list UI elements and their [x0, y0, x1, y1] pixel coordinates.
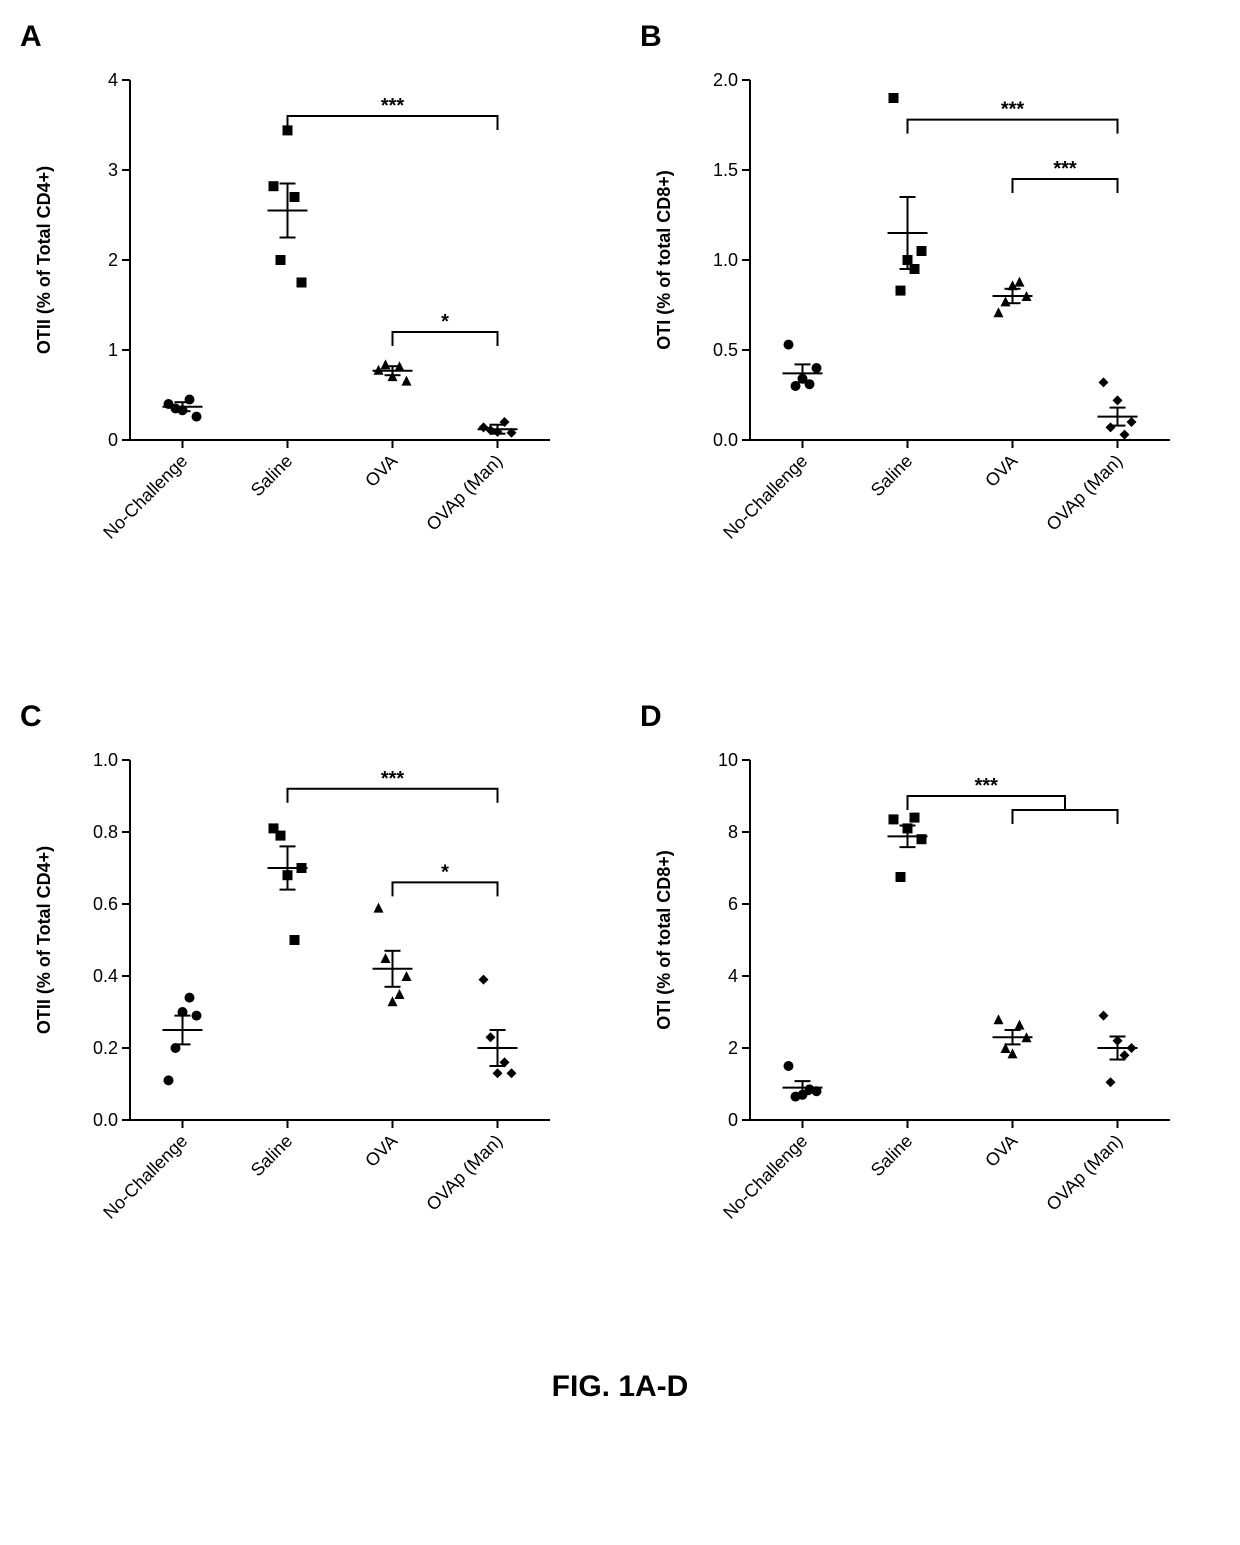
svg-text:***: *** — [381, 768, 405, 790]
chart-A: 0 1 2 3 4 OTII (% of Total CD4+) No-Challenge S… — [20, 20, 590, 660]
svg-text:OVAp (Man): OVAp (Man) — [422, 451, 506, 535]
svg-text:0: 0 — [728, 1110, 738, 1130]
svg-text:No-Challenge: No-Challenge — [719, 1131, 811, 1223]
svg-text:2: 2 — [728, 1038, 738, 1058]
svg-text:***: *** — [381, 95, 405, 117]
svg-text:4: 4 — [728, 966, 738, 986]
svg-text:No-Challenge: No-Challenge — [719, 451, 811, 543]
svg-text:OTI (% of total CD8+): OTI (% of total CD8+) — [654, 170, 674, 350]
svg-text:6: 6 — [728, 894, 738, 914]
panel-A: A 0 1 2 3 4 OTII (% of Total CD4+) No-Challeng… — [20, 20, 600, 660]
svg-text:***: *** — [1001, 99, 1025, 121]
panel-letter-C: C — [20, 700, 42, 734]
svg-text:0.0: 0.0 — [713, 430, 738, 450]
svg-text:4: 4 — [108, 70, 118, 90]
figure-caption: FIG. 1A-D — [20, 1370, 1220, 1404]
svg-text:No-Challenge: No-Challenge — [99, 451, 191, 543]
svg-text:0.5: 0.5 — [713, 340, 738, 360]
svg-text:OVAp (Man): OVAp (Man) — [422, 1131, 506, 1215]
svg-text:0.6: 0.6 — [93, 894, 118, 914]
svg-text:OTII (% of Total CD4+): OTII (% of Total CD4+) — [34, 846, 54, 1034]
svg-text:OVA: OVA — [981, 1131, 1021, 1171]
svg-text:10: 10 — [718, 750, 738, 770]
svg-text:Saline: Saline — [247, 451, 297, 501]
svg-text:Saline: Saline — [867, 451, 917, 501]
svg-text:OVA: OVA — [981, 451, 1021, 491]
chart-D: 0 2 4 6 8 10 OTI (% of total CD8+) No-Challenge… — [640, 700, 1210, 1340]
svg-text:OTII (% of Total CD4+): OTII (% of Total CD4+) — [34, 166, 54, 354]
svg-text:1.5: 1.5 — [713, 160, 738, 180]
svg-text:0: 0 — [108, 430, 118, 450]
panel-letter-D: D — [640, 700, 662, 734]
svg-text:0.8: 0.8 — [93, 822, 118, 842]
svg-text:Saline: Saline — [247, 1131, 297, 1181]
panel-letter-A: A — [20, 20, 42, 54]
svg-text:OVAp (Man): OVAp (Man) — [1042, 1131, 1126, 1215]
svg-text:OVA: OVA — [361, 1131, 401, 1171]
chart-C: 0.0 0.2 0.4 0.6 0.8 1.0 OTII (% of Total CD4+)… — [20, 700, 590, 1340]
svg-text:1: 1 — [108, 340, 118, 360]
svg-text:OTI (% of total CD8+): OTI (% of total CD8+) — [654, 850, 674, 1030]
svg-text:***: *** — [1053, 158, 1077, 180]
svg-text:***: *** — [975, 775, 999, 797]
svg-text:OVAp (Man): OVAp (Man) — [1042, 451, 1126, 535]
svg-text:OVA: OVA — [361, 451, 401, 491]
svg-text:0.0: 0.0 — [93, 1110, 118, 1130]
panel-C: C 0.0 0.2 0.4 0.6 0.8 1.0 OTII (% of Total CD4… — [20, 700, 600, 1340]
chart-B: 0.0 0.5 1.0 1.5 2.0 OTI (% of total CD8+) No-C… — [640, 20, 1210, 660]
svg-text:1.0: 1.0 — [93, 750, 118, 770]
panel-letter-B: B — [640, 20, 662, 54]
svg-text:No-Challenge: No-Challenge — [99, 1131, 191, 1223]
svg-text:3: 3 — [108, 160, 118, 180]
svg-text:*: * — [441, 861, 449, 883]
svg-text:8: 8 — [728, 822, 738, 842]
panel-D: D 0 2 4 6 8 10 OTI (% of total CD8+) No-Challen… — [640, 700, 1220, 1340]
svg-text:0.4: 0.4 — [93, 966, 118, 986]
svg-text:1.0: 1.0 — [713, 250, 738, 270]
svg-text:*: * — [441, 311, 449, 333]
svg-text:2: 2 — [108, 250, 118, 270]
svg-text:Saline: Saline — [867, 1131, 917, 1181]
svg-text:0.2: 0.2 — [93, 1038, 118, 1058]
figure-grid: A 0 1 2 3 4 OTII (% of Total CD4+) No-Challeng… — [20, 20, 1220, 1340]
svg-text:2.0: 2.0 — [713, 70, 738, 90]
panel-B: B 0.0 0.5 1.0 1.5 2.0 OTI (% of total CD8+) No… — [640, 20, 1220, 660]
